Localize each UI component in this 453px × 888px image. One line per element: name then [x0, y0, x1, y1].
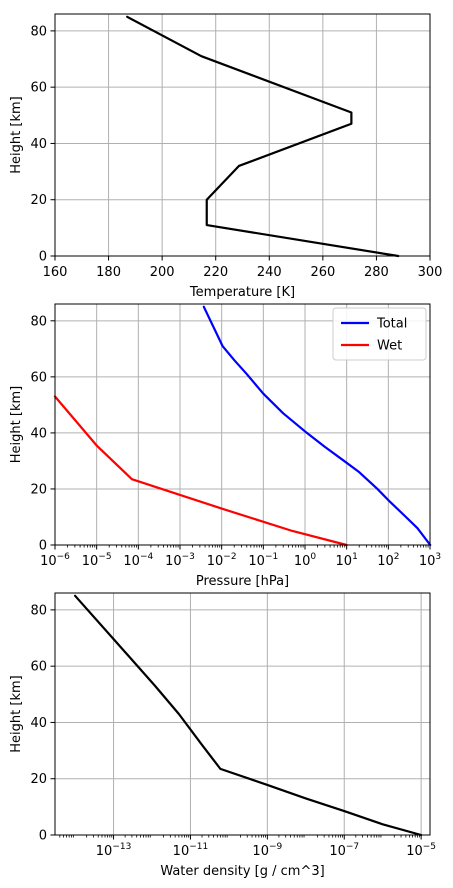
x-tick-label: 180	[96, 265, 121, 280]
x-tick-label: 10−1	[248, 552, 278, 569]
x-tick-label: 10−9	[252, 842, 282, 859]
y-tick-label: 80	[30, 24, 47, 39]
x-tick-label: 10−6	[40, 552, 70, 569]
series-line	[73, 594, 423, 837]
x-tick-label: 103	[419, 552, 441, 569]
y-tick-label: 60	[30, 660, 47, 675]
plot-frame	[54, 592, 431, 836]
x-tick-label: 10−13	[96, 842, 132, 859]
y-tick-label: 60	[30, 81, 47, 96]
legend: Total Wet	[332, 307, 427, 361]
x-tick-label: 101	[336, 552, 358, 569]
y-tick-label: 40	[30, 716, 47, 731]
series-line	[126, 15, 400, 258]
y-tick-label: 80	[30, 314, 47, 329]
y-tick-label: 0	[39, 539, 47, 554]
y-axis-label: Height [km]	[9, 675, 24, 752]
chart-2: 10−6 10−5 10−4 10−3 10−2 10−1 100 101 102 103 0 20 4…	[9, 303, 441, 589]
y-tick-label: 20	[30, 772, 47, 787]
legend-label-wet: Wet	[377, 339, 402, 354]
plot-frame	[54, 13, 431, 257]
x-tick-label: 10−3	[165, 552, 195, 569]
x-tick-label: 10−11	[173, 842, 209, 859]
x-tick-label: 300	[418, 265, 443, 280]
x-axis-label: Temperature [K]	[189, 285, 295, 300]
series-line-wet	[53, 395, 348, 547]
x-tick-label: 160	[43, 265, 68, 280]
x-tick-label: 10−2	[207, 552, 237, 569]
legend-box	[332, 307, 427, 361]
y-tick-label: 20	[30, 193, 47, 208]
x-tick-label: 260	[310, 265, 335, 280]
y-axis-label: Height [km]	[9, 96, 24, 173]
y-axis-label: Height [km]	[9, 386, 24, 463]
y-tick-label: 0	[39, 829, 47, 844]
x-axis-label: Water density [g / cm^3]	[160, 864, 324, 879]
y-tick-label: 40	[30, 426, 47, 441]
x-tick-label: 10−5	[82, 552, 112, 569]
x-tick-label: 200	[150, 265, 175, 280]
y-tick-label: 0	[39, 250, 47, 265]
x-tick-label: 220	[203, 265, 228, 280]
y-tick-label: 80	[30, 603, 47, 618]
chart-1: 160 180 200 220 240 260 280 300 0 20 40 60 80 Tempera…	[9, 13, 443, 300]
y-tick-label: 40	[30, 137, 47, 152]
y-tick-label: 20	[30, 482, 47, 497]
x-tick-label: 10−4	[123, 552, 153, 569]
x-tick-label: 100	[294, 552, 317, 569]
chart-3: 10−13 10−11 10−9 10−7 10−5 0 20 40 60 80 Water den…	[9, 592, 436, 879]
legend-label-total: Total	[376, 317, 407, 332]
x-tick-label: 240	[257, 265, 282, 280]
y-tick-label: 60	[30, 370, 47, 385]
plot-frame	[54, 303, 431, 546]
x-tick-label: 102	[377, 552, 399, 569]
x-axis-label: Pressure [hPa]	[196, 574, 289, 589]
series-line-total	[202, 305, 432, 547]
x-tick-label: 280	[364, 265, 389, 280]
x-tick-label: 10−7	[329, 842, 359, 859]
x-tick-label: 10−5	[406, 842, 436, 859]
